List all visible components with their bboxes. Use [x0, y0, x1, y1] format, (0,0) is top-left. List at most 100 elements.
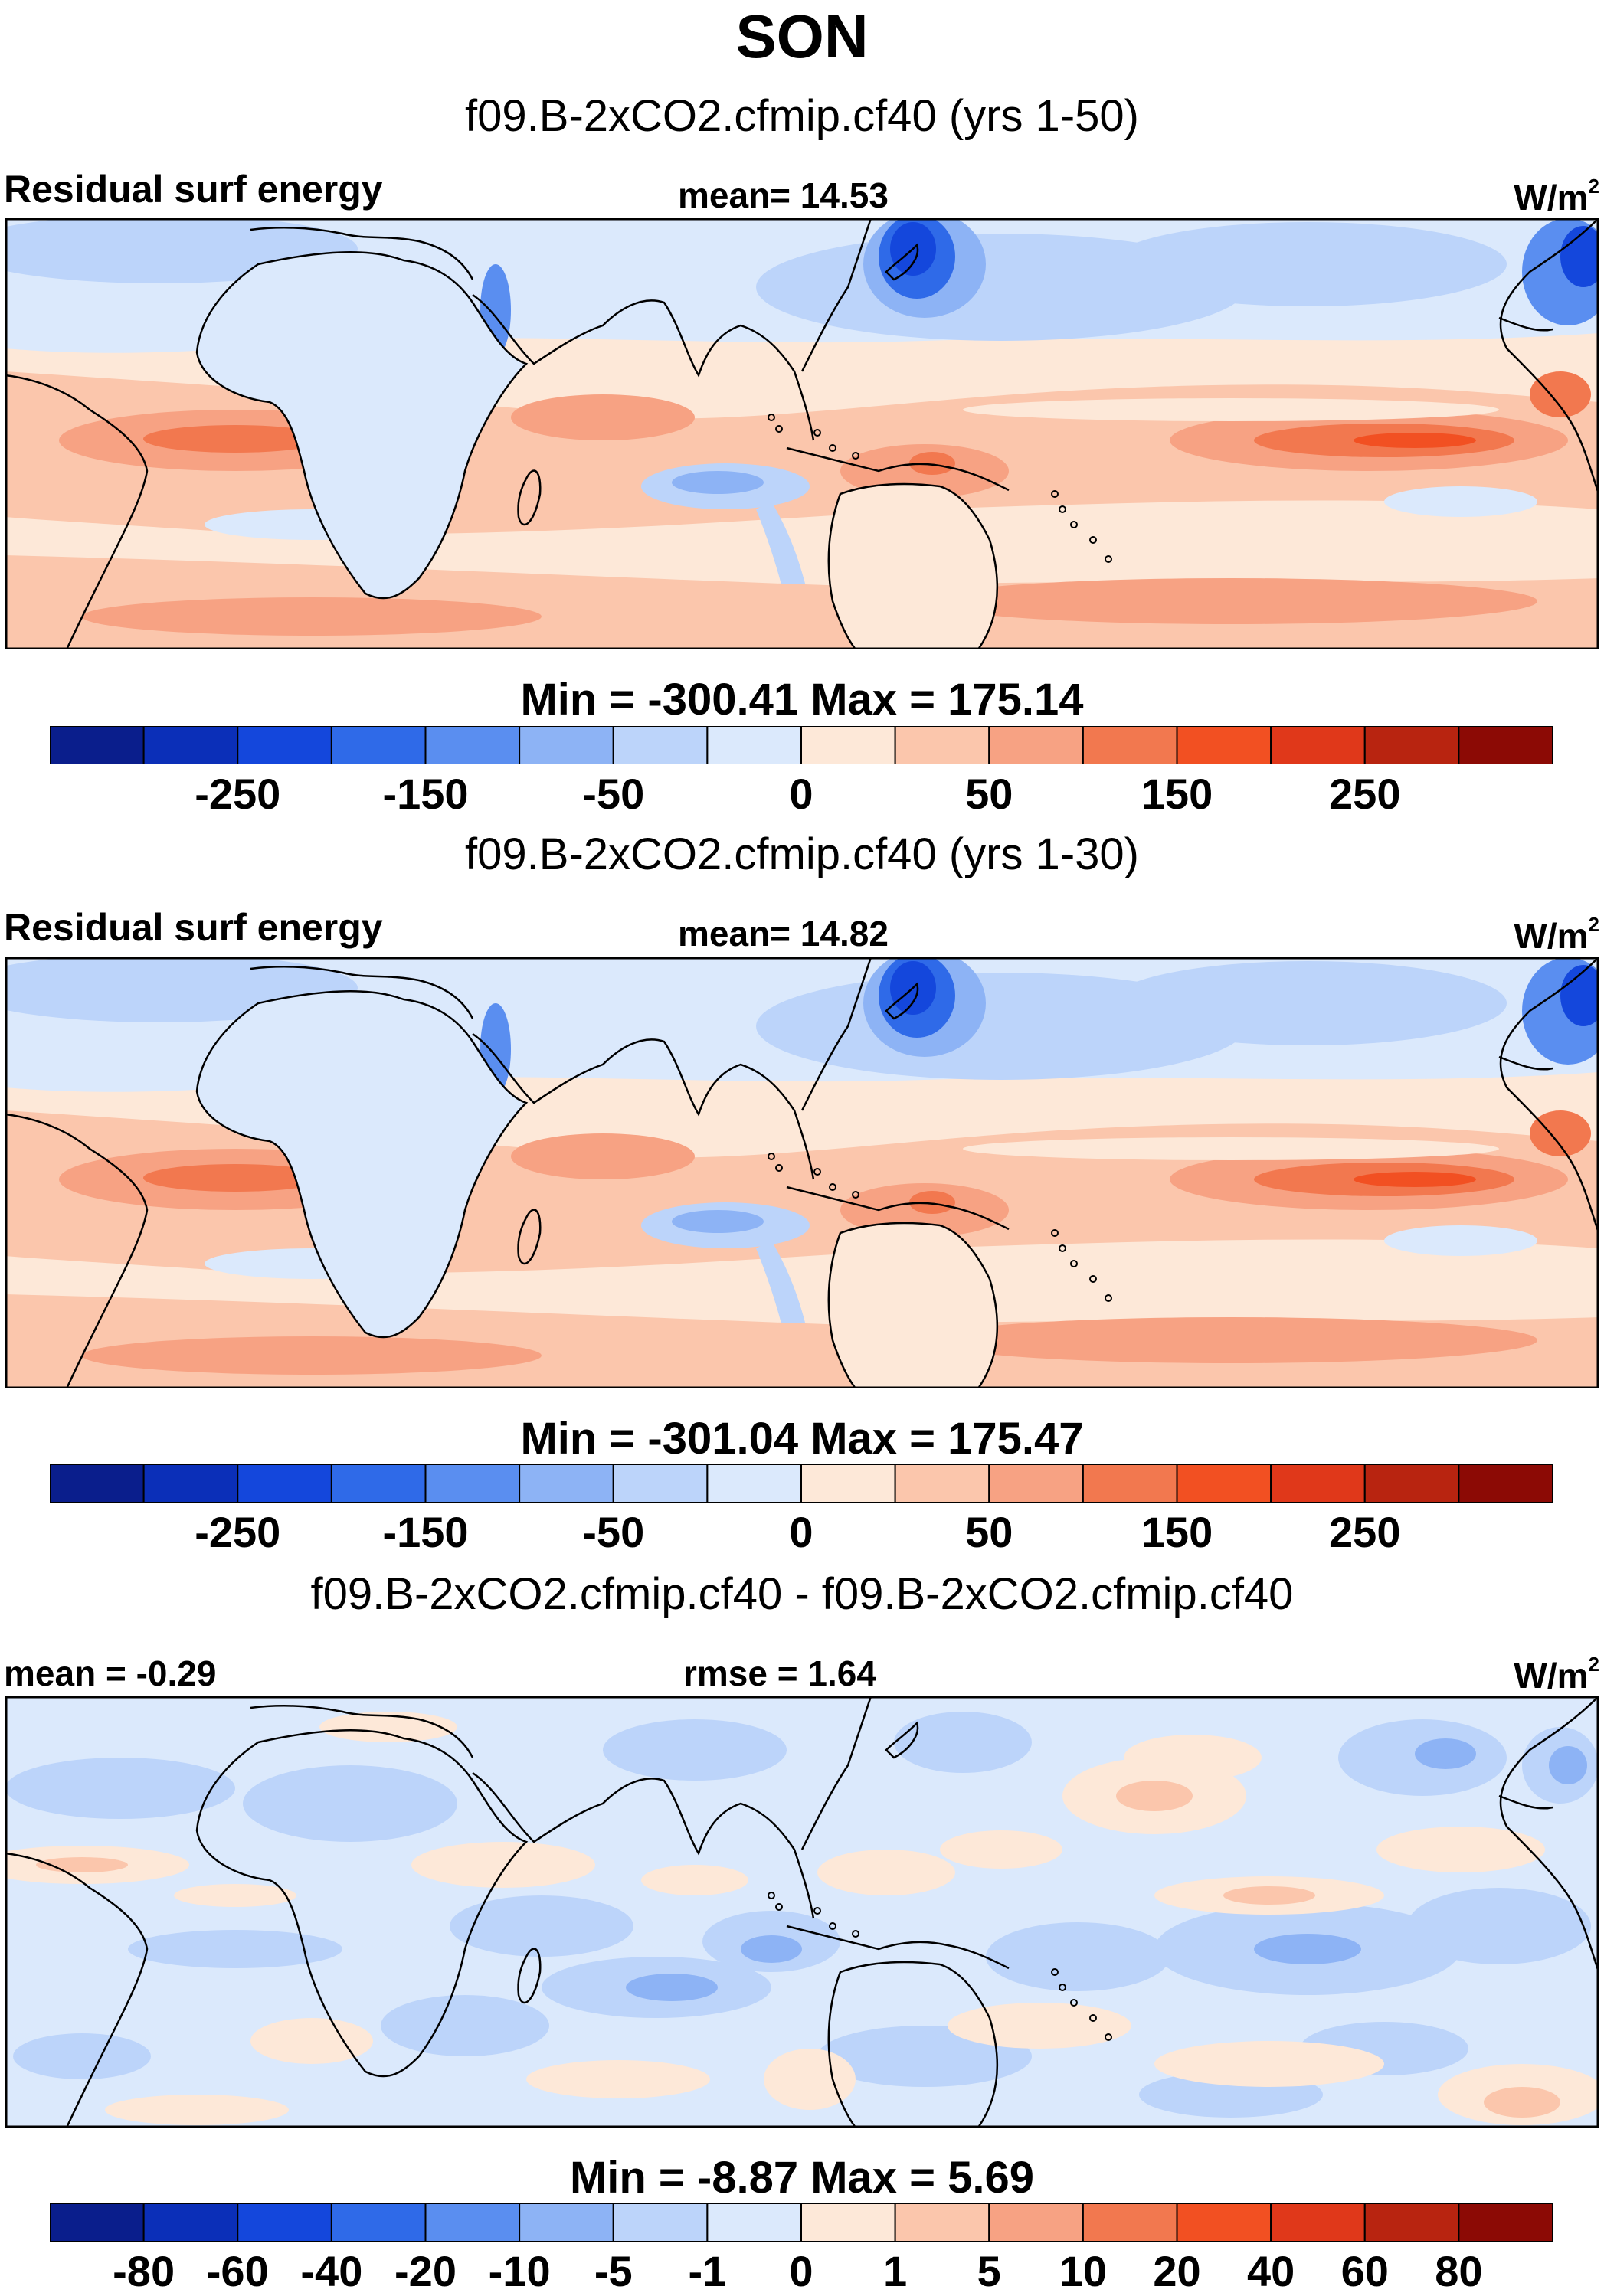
- coastline: [1499, 218, 1599, 495]
- coastline: [800, 957, 872, 1111]
- panel3-mean-label: mean = -0.29: [4, 1653, 217, 1693]
- island: [768, 1153, 775, 1160]
- panel1-min-max: Min = -300.41 Max = 175.14: [520, 675, 1084, 724]
- field-region: [641, 1865, 748, 1895]
- colorbar-tick-label: 150: [1141, 1508, 1213, 1556]
- colorbar-swatch: [894, 726, 990, 764]
- colorbar-swatch: [519, 2203, 614, 2242]
- colorbar-swatch: [1270, 726, 1366, 764]
- colorbar-swatch: [237, 726, 332, 764]
- field-region: [817, 1850, 955, 1895]
- coastline: [885, 1721, 919, 1759]
- colorbar-swatch: [237, 2203, 332, 2242]
- colorbar-swatch: [612, 1464, 709, 1503]
- colorbar-tick-label: -1: [688, 2247, 727, 2295]
- colorbar-tick-label: 80: [1435, 2247, 1483, 2295]
- coastline: [1499, 1696, 1599, 1973]
- colorbar-swatch: [519, 726, 614, 764]
- field-region: [1354, 1172, 1476, 1187]
- panel1-map: [5, 218, 1599, 649]
- field-region: [1154, 2041, 1384, 2087]
- colorbar-swatch: [330, 1464, 427, 1503]
- colorbar-tick-label: 40: [1246, 2247, 1295, 2295]
- field-region: [1560, 965, 1599, 1026]
- colorbar-swatch: [237, 1464, 332, 1503]
- colorbar-tick-label: 10: [1059, 2247, 1108, 2295]
- coastline: [885, 982, 919, 1020]
- colorbar-tick-label: 0: [789, 770, 813, 818]
- field-region: [143, 1164, 327, 1192]
- colorbar-swatch: [1458, 2203, 1553, 2242]
- island: [829, 444, 836, 452]
- colorbar-swatch: [988, 1464, 1084, 1503]
- field-region: [1384, 486, 1537, 517]
- island: [852, 452, 859, 460]
- panel2-left-label: Residual surf energy: [4, 906, 383, 949]
- panel3-units: W/m2: [1514, 1653, 1599, 1696]
- field-region: [1354, 433, 1476, 448]
- panel2-colorbar: [50, 1464, 1553, 1503]
- field-region: [986, 1922, 1170, 1991]
- colorbar-swatch: [50, 2203, 145, 2242]
- coastline: [195, 1729, 529, 2078]
- coastline: [827, 1961, 999, 2128]
- colorbar-swatch: [612, 2203, 709, 2242]
- colorbar-tick-label: -50: [582, 1508, 645, 1556]
- island: [1051, 490, 1059, 498]
- field-region: [940, 1830, 1062, 1869]
- field-region: [82, 597, 542, 636]
- coastline: [195, 251, 529, 600]
- coastline: [472, 1771, 815, 1919]
- field-region: [1384, 1225, 1537, 1256]
- map-frame: [5, 218, 1599, 649]
- island: [1051, 1968, 1059, 1976]
- island: [1051, 1229, 1059, 1237]
- field-region: [105, 2095, 289, 2125]
- colorbar-swatch: [706, 1464, 802, 1503]
- field-region: [1549, 1746, 1587, 1784]
- coastline: [786, 1925, 1010, 1970]
- island: [1059, 1244, 1066, 1252]
- panel3-colorbar: [50, 2203, 1553, 2242]
- colorbar-swatch: [424, 726, 521, 764]
- colorbar-tick-label: -40: [300, 2247, 363, 2295]
- island: [1105, 555, 1112, 563]
- colorbar-swatch: [800, 726, 896, 764]
- island: [768, 414, 775, 421]
- field-region: [1254, 1934, 1361, 1964]
- panel2-units: W/m2: [1514, 913, 1599, 956]
- field-region: [672, 1210, 764, 1233]
- colorbar-swatch: [894, 2203, 990, 2242]
- colorbar-swatch: [1176, 2203, 1272, 2242]
- field-region: [243, 1765, 457, 1842]
- colorbar-tick-label: 5: [977, 2247, 1001, 2295]
- coastline: [827, 482, 999, 649]
- field-region: [925, 1317, 1537, 1363]
- field-region: [963, 398, 1499, 421]
- field-region: [909, 1191, 955, 1214]
- island: [1070, 1260, 1078, 1267]
- coastline: [5, 1113, 149, 1388]
- field-region: [626, 1974, 718, 2001]
- field-region: [511, 394, 695, 440]
- colorbar-swatch: [1363, 726, 1460, 764]
- panel1-units: W/m2: [1514, 175, 1599, 217]
- colorbar-tick-label: -20: [394, 2247, 457, 2295]
- colorbar-tick-label: 0: [789, 2247, 813, 2295]
- colorbar-swatch: [800, 1464, 896, 1503]
- coastline: [786, 446, 1010, 492]
- field-region: [5, 1758, 235, 1819]
- colorbar-tick-label: 0: [789, 1508, 813, 1556]
- colorbar-swatch: [800, 2203, 896, 2242]
- colorbar-tick-label: -5: [594, 2247, 633, 2295]
- colorbar-tick-label: 50: [965, 770, 1013, 818]
- coastline: [1498, 316, 1553, 332]
- colorbar-tick-label: -150: [382, 1508, 469, 1556]
- field-region: [1116, 1781, 1193, 1811]
- colorbar-swatch: [706, 726, 802, 764]
- panel2-model-label: f09.B-2xCO2.cfmip.cf40 (yrs 1-30): [465, 829, 1139, 879]
- colorbar-swatch: [612, 726, 709, 764]
- panel3-map: [5, 1696, 1599, 2128]
- colorbar-swatch: [330, 2203, 427, 2242]
- colorbar-swatch: [706, 2203, 802, 2242]
